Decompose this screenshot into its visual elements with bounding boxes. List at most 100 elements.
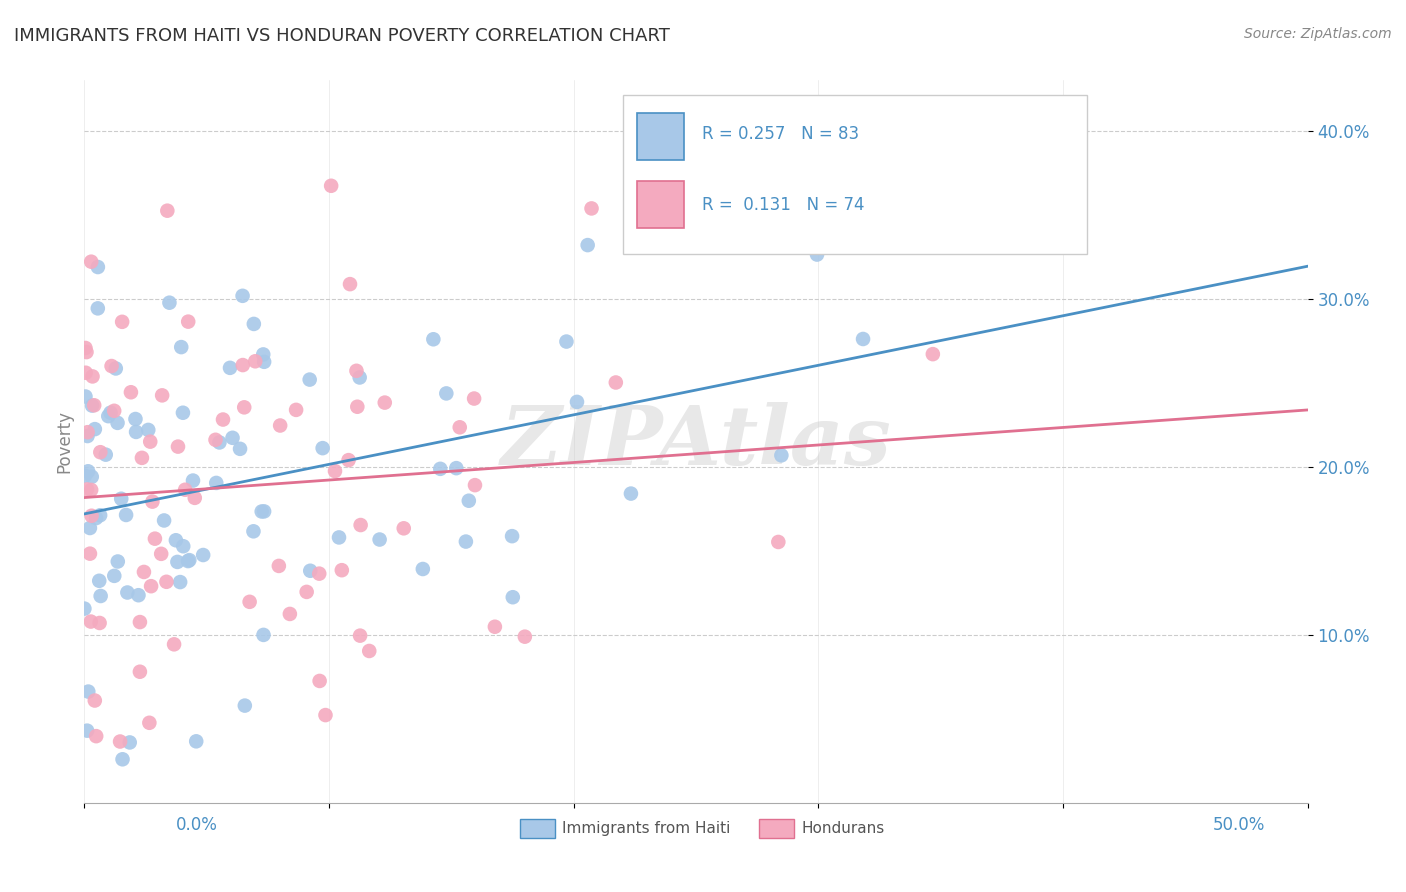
Point: [89, 574, 111, 588]
Point: [177, 554, 200, 568]
Point: [108, 734, 131, 748]
Point: [193, 548, 215, 562]
Point: [75, 390, 97, 404]
Point: [392, 521, 415, 535]
Point: [454, 534, 477, 549]
Point: [73, 468, 96, 483]
Point: [89, 445, 111, 459]
Point: [457, 493, 479, 508]
Point: [80, 469, 103, 483]
Point: [100, 406, 122, 420]
Point: [117, 585, 139, 599]
Point: [346, 364, 368, 378]
Point: [321, 178, 343, 193]
Point: [138, 715, 160, 730]
Point: [83, 398, 105, 412]
Point: [76, 483, 98, 497]
Point: [80, 483, 103, 497]
Point: [118, 735, 141, 749]
Point: [464, 478, 486, 492]
Text: Hondurans: Hondurans: [801, 822, 884, 836]
Point: [110, 491, 132, 506]
Point: [576, 238, 599, 252]
Point: [285, 402, 308, 417]
Point: [75, 366, 97, 380]
Point: [181, 474, 204, 488]
Point: [295, 585, 318, 599]
Point: [172, 539, 194, 553]
Point: [429, 462, 451, 476]
Point: [770, 448, 793, 462]
Point: [87, 301, 110, 316]
Point: [208, 435, 231, 450]
Point: [921, 347, 943, 361]
Point: [221, 431, 243, 445]
Point: [150, 547, 173, 561]
Point: [484, 620, 506, 634]
Text: R = 0.257   N = 83: R = 0.257 N = 83: [702, 126, 859, 144]
Point: [77, 684, 100, 698]
Point: [252, 628, 274, 642]
Text: Immigrants from Haiti: Immigrants from Haiti: [562, 822, 731, 836]
Point: [179, 553, 201, 567]
Point: [100, 359, 122, 373]
Point: [330, 563, 353, 577]
Point: [174, 483, 197, 497]
Point: [620, 486, 643, 500]
Point: [233, 698, 256, 713]
Point: [311, 441, 333, 455]
Point: [80, 399, 103, 413]
Point: [156, 203, 179, 218]
Point: [170, 340, 193, 354]
Point: [103, 404, 125, 418]
Point: [186, 734, 208, 748]
Point: [159, 295, 181, 310]
Point: [346, 400, 368, 414]
Point: [141, 494, 163, 508]
Point: [278, 607, 301, 621]
Point: [422, 332, 444, 346]
Point: [298, 373, 321, 387]
Point: [250, 504, 273, 518]
Point: [84, 729, 107, 743]
Point: [90, 589, 112, 603]
Point: [75, 341, 97, 355]
Point: [269, 418, 291, 433]
Point: [111, 752, 134, 766]
Point: [127, 588, 149, 602]
Point: [219, 360, 242, 375]
Point: [94, 448, 117, 462]
Point: [205, 475, 228, 490]
Point: [87, 260, 110, 274]
Point: [446, 461, 468, 475]
Y-axis label: Poverty: Poverty: [55, 410, 73, 473]
Point: [806, 247, 828, 261]
Point: [232, 289, 254, 303]
Point: [82, 369, 104, 384]
Point: [73, 601, 96, 615]
Point: [605, 376, 627, 390]
Text: 50.0%: 50.0%: [1213, 816, 1265, 834]
Point: [136, 423, 159, 437]
Point: [252, 347, 274, 361]
Point: [581, 202, 603, 216]
Point: [177, 315, 200, 329]
Point: [232, 358, 254, 372]
Point: [555, 334, 578, 349]
Point: [77, 464, 100, 478]
Point: [84, 511, 107, 525]
Point: [368, 533, 391, 547]
Point: [76, 425, 98, 440]
Point: [80, 508, 103, 523]
Point: [768, 535, 790, 549]
Point: [253, 504, 276, 518]
Point: [79, 521, 101, 535]
FancyBboxPatch shape: [637, 181, 683, 228]
Point: [143, 532, 166, 546]
Point: [337, 453, 360, 467]
FancyBboxPatch shape: [623, 95, 1087, 253]
Point: [83, 693, 105, 707]
Point: [80, 615, 103, 629]
Point: [267, 558, 290, 573]
Point: [328, 530, 350, 544]
